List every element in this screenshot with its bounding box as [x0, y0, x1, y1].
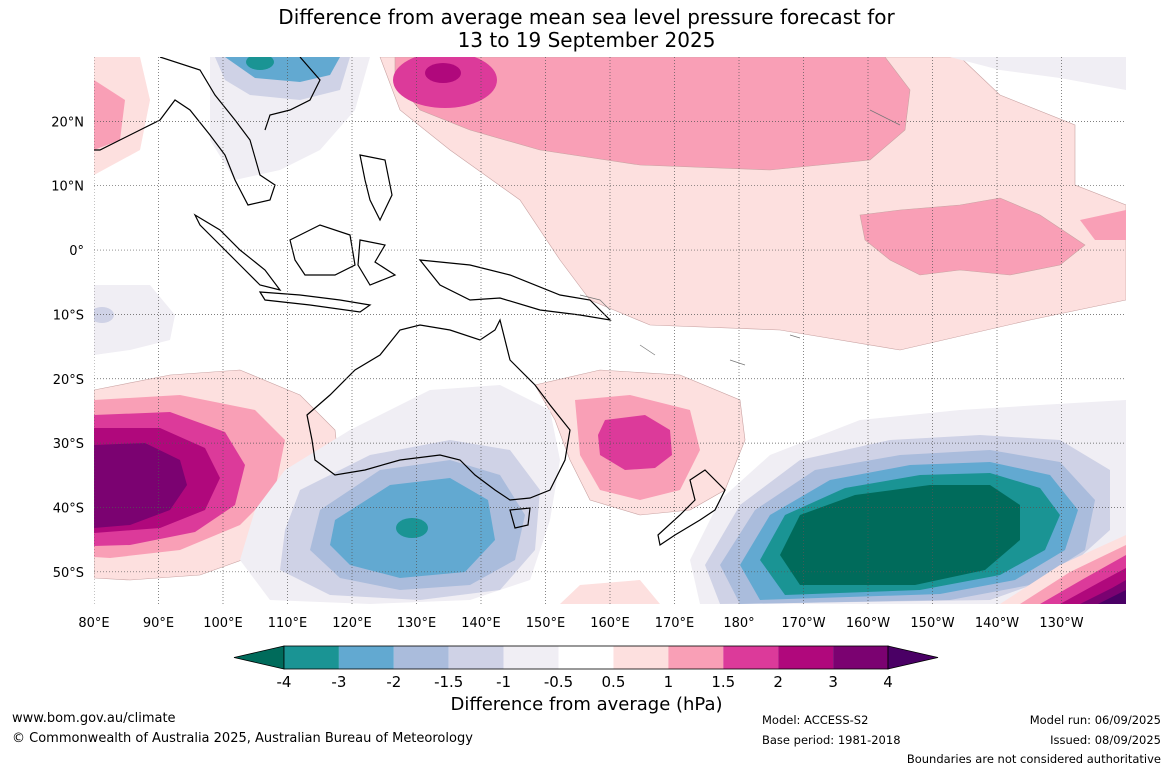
colorbar-swatch [833, 646, 888, 669]
colorbar-tick-label: 0.5 [602, 673, 626, 691]
footer-disclaimer: Boundaries are not considered authoritat… [906, 752, 1161, 766]
positive-anomaly-indian-ocean [94, 369, 341, 581]
colorbar-tick-label: 4 [883, 673, 893, 691]
colorbar-swatch [503, 646, 559, 669]
sulawesi-coastline [357, 239, 397, 286]
new-guinea-coastline [418, 259, 612, 321]
colorbar-tick-labels: -4 -3 -2 -1.5 -1 -0.5 0.5 1 1.5 2 3 4 [277, 673, 893, 691]
lon-tick-label: 90°E [143, 616, 174, 631]
lon-tick-label: 170°W [781, 616, 825, 631]
lon-tick-label: 160°W [846, 616, 890, 631]
chart-title-line2: 13 to 19 September 2025 [457, 28, 716, 52]
positive-anomaly-pacific [379, 57, 1126, 351]
sumatra-coastline [193, 213, 282, 291]
lon-tick-label: 170°E [655, 616, 695, 631]
footer-model-run: Model run: 06/09/2025 [1029, 713, 1161, 727]
lon-tick-label: 150°E [526, 616, 566, 631]
java-coastline [258, 291, 372, 313]
lon-tick-label: 150°W [910, 616, 954, 631]
colorbar-swatch [338, 646, 394, 669]
lon-tick-label: 110°E [268, 616, 308, 631]
latitude-tick-labels: 20°N 10°N 0° 10°S 20°S 30°S 40°S 50°S [51, 115, 84, 580]
lon-tick-label: 80°E [78, 616, 109, 631]
colorbar-swatch [613, 646, 669, 669]
china-coastline [264, 57, 321, 131]
colorbar-tick-label: -2 [386, 673, 401, 691]
lat-tick-label: 20°S [53, 373, 84, 388]
footer-website: www.bom.gov.au/climate [12, 711, 176, 726]
colorbar-swatch [723, 646, 779, 669]
graticule [94, 57, 1126, 604]
borneo-coastline [289, 224, 356, 276]
tasmania-coastline [509, 507, 531, 529]
negative-anomaly-se-asia [210, 57, 1126, 180]
colorbar-tick-label: 2 [773, 673, 783, 691]
colorbar-min-arrow [233, 645, 285, 670]
lon-tick-label: 180° [723, 616, 754, 631]
positive-anomaly-south-east-corner [1000, 535, 1126, 604]
colorbar-tick-label: -0.5 [544, 673, 573, 691]
lat-tick-label: 10°S [53, 308, 84, 323]
lon-tick-label: 130°W [1039, 616, 1083, 631]
colorbar-tick-label: 1 [664, 673, 674, 691]
footer-base-period: Base period: 1981-2018 [762, 733, 901, 747]
colorbar-max-arrow [887, 645, 939, 670]
lat-tick-label: 10°N [51, 180, 84, 195]
footer-issued: Issued: 08/09/2025 [1050, 733, 1161, 747]
lon-tick-label: 140°E [461, 616, 501, 631]
philippines-coastline [359, 154, 393, 222]
negative-anomaly-south-pacific [690, 400, 1126, 604]
longitude-tick-labels: 80°E 90°E 100°E 110°E 120°E 130°E 140°E 150°E 16… [78, 616, 1083, 631]
lon-tick-label: 100°E [203, 616, 243, 631]
lat-tick-label: 0° [69, 244, 84, 259]
colorbar-tick-label: -1 [496, 673, 511, 691]
lon-tick-label: 160°E [590, 616, 630, 631]
coastlines [94, 57, 726, 546]
australia-coastline [306, 318, 571, 501]
negative-anomaly-south-australia [240, 385, 560, 604]
colorbar-title: Difference from average (hPa) [450, 694, 723, 715]
negative-anomaly-small-core [94, 307, 114, 323]
footer-copyright: © Commonwealth of Australia 2025, Austra… [12, 731, 473, 746]
colorbar-tick-label: 1.5 [711, 673, 735, 691]
asia-coastline [94, 57, 276, 206]
lat-tick-label: 30°S [53, 437, 84, 452]
colorbar-tick-label: 3 [828, 673, 838, 691]
lon-tick-label: 120°E [332, 616, 372, 631]
colorbar-swatch [393, 646, 449, 669]
colorbar-swatch [284, 646, 339, 669]
new-zealand-coastline [657, 469, 726, 546]
colorbar-swatch [558, 646, 614, 669]
colorbar-swatch [448, 646, 504, 669]
negative-anomaly-patch-west [94, 285, 175, 355]
colorbar-tick-label: -1.5 [434, 673, 463, 691]
lat-tick-label: 20°N [51, 115, 84, 130]
colorbar-tick-label: -4 [277, 673, 292, 691]
lat-tick-label: 50°S [53, 566, 84, 581]
footer-model: Model: ACCESS-S2 [762, 713, 869, 727]
colorbar-swatch [778, 646, 834, 669]
chart-title-line1: Difference from average mean sea level p… [278, 5, 895, 29]
pacific-islands [579, 109, 901, 366]
anomaly-field [94, 57, 1126, 604]
colorbar-swatch [668, 646, 724, 669]
lon-tick-label: 140°W [975, 616, 1019, 631]
colorbar [233, 645, 939, 670]
lon-tick-label: 130°E [397, 616, 437, 631]
colorbar-tick-label: -3 [331, 673, 346, 691]
lat-tick-label: 40°S [53, 501, 84, 516]
